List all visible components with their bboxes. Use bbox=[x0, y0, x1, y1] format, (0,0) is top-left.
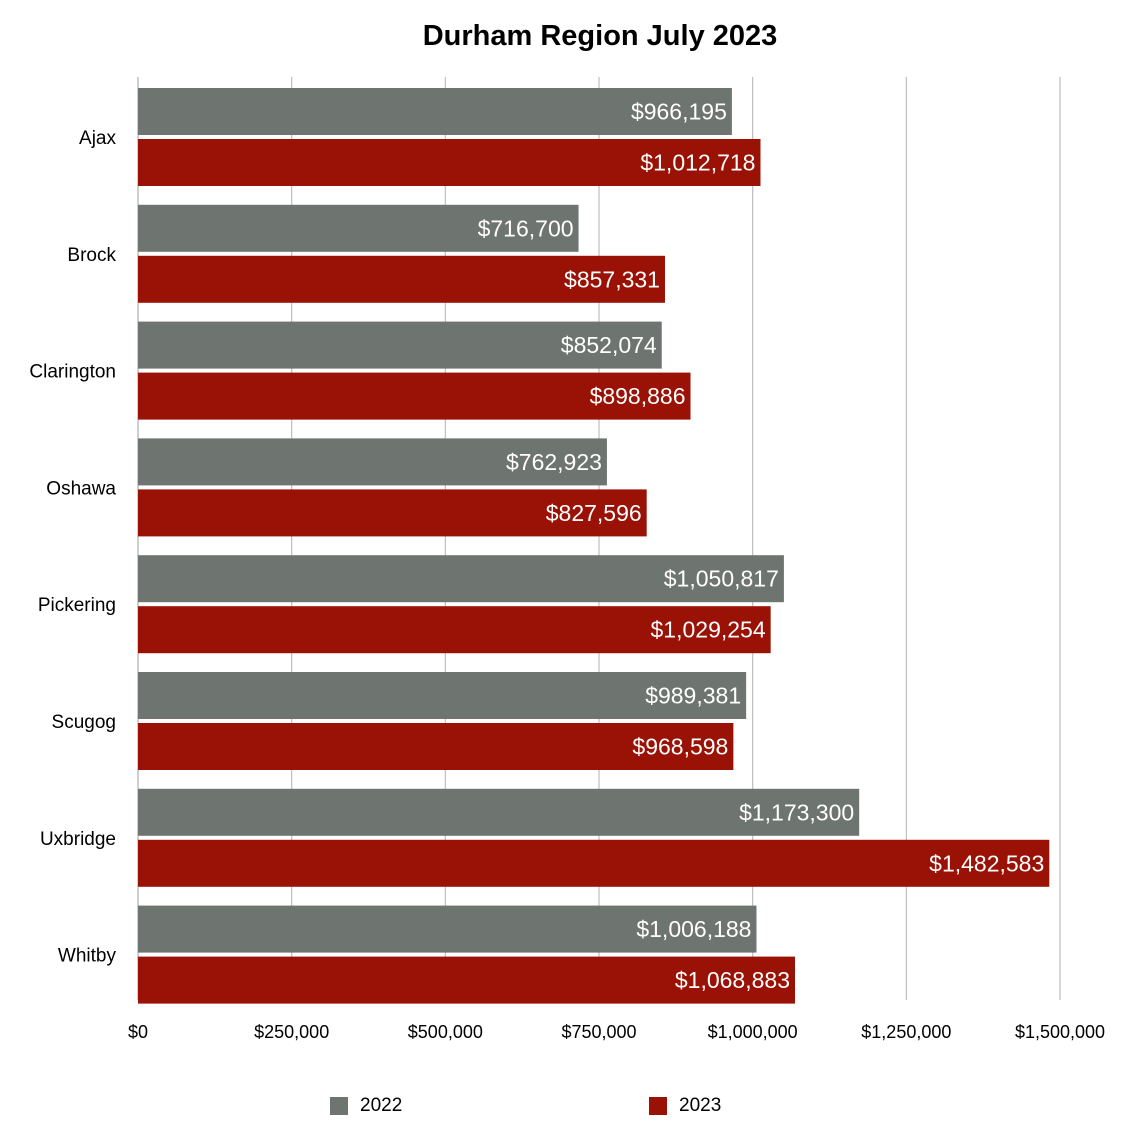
bar-2022 bbox=[138, 555, 784, 603]
bar-2023 bbox=[138, 372, 691, 420]
bar-value-label: $716,700 bbox=[478, 215, 574, 241]
bar-value-label: $762,923 bbox=[506, 449, 602, 475]
bar-value-label: $857,331 bbox=[564, 266, 660, 292]
legend-item-2022: 2022 bbox=[330, 1095, 402, 1117]
bar-value-label: $1,173,300 bbox=[739, 799, 854, 825]
category-label: Ajax bbox=[79, 128, 116, 149]
category-label: Uxbridge bbox=[40, 829, 116, 850]
x-tick-label: $1,250,000 bbox=[861, 1022, 951, 1042]
bar-value-label: $852,074 bbox=[561, 332, 657, 358]
category-label: Brock bbox=[67, 245, 116, 266]
bar-2023 bbox=[138, 255, 665, 303]
bar-2022 bbox=[138, 204, 579, 252]
bar-2022 bbox=[138, 438, 607, 486]
category-label: Whitby bbox=[58, 946, 117, 967]
chart-title: Durham Region July 2023 bbox=[422, 20, 778, 52]
bars bbox=[138, 88, 1050, 1004]
bar-2022 bbox=[138, 88, 732, 135]
category-label: Oshawa bbox=[46, 478, 116, 499]
bar-value-label: $989,381 bbox=[645, 683, 741, 709]
bar-value-label: $1,482,583 bbox=[929, 850, 1044, 876]
category-label: Clarington bbox=[29, 362, 116, 383]
bar-2022 bbox=[138, 788, 860, 836]
bar-value-label: $966,195 bbox=[631, 99, 727, 125]
legend-label-2022: 2022 bbox=[360, 1095, 403, 1116]
bar-value-label: $827,596 bbox=[546, 500, 642, 526]
bar-2023 bbox=[138, 139, 761, 186]
legend-label-2023: 2023 bbox=[679, 1095, 722, 1116]
data-labels: $966,195 $1,012,718 $716,700 $857,331 $852,0… bbox=[478, 99, 1045, 994]
category-label: Pickering bbox=[38, 595, 116, 616]
x-tick-label: $750,000 bbox=[561, 1022, 636, 1042]
bar-value-label: $1,012,718 bbox=[640, 150, 755, 176]
x-tick-label: $250,000 bbox=[254, 1022, 329, 1042]
bar-chart: $966,195 $1,012,718 $716,700 $857,331 $852,0… bbox=[29, 77, 1105, 1042]
bar-2022 bbox=[138, 672, 747, 719]
x-tick-label: $1,500,000 bbox=[1015, 1022, 1105, 1042]
bar-value-label: $898,886 bbox=[590, 383, 686, 409]
bar-2022 bbox=[138, 905, 757, 953]
legend-item-2023: 2023 bbox=[649, 1095, 721, 1117]
x-tick-label: $500,000 bbox=[408, 1022, 483, 1042]
bar-2023 bbox=[138, 489, 647, 537]
bar-2023 bbox=[138, 956, 796, 1004]
x-tick-label: $0 bbox=[128, 1022, 148, 1042]
bar-2023 bbox=[138, 723, 734, 770]
bar-value-label: $968,598 bbox=[632, 734, 728, 760]
bar-value-label: $1,029,254 bbox=[651, 617, 766, 643]
category-labels: Ajax Brock Clarington Oshawa Pickering Scugog… bbox=[29, 128, 116, 967]
bar-2022 bbox=[138, 321, 662, 369]
legend-swatch-2022 bbox=[330, 1097, 348, 1115]
bar-value-label: $1,068,883 bbox=[675, 967, 790, 993]
bar-value-label: $1,050,817 bbox=[664, 566, 779, 592]
category-label: Scugog bbox=[52, 712, 116, 733]
bar-2023 bbox=[138, 839, 1050, 887]
legend-swatch-2023 bbox=[649, 1097, 667, 1115]
x-tick-label: $1,000,000 bbox=[708, 1022, 798, 1042]
x-axis-ticks: $0 $250,000 $500,000 $750,000 $1,000,000 $1,2… bbox=[128, 1022, 1105, 1042]
bar-value-label: $1,006,188 bbox=[636, 916, 751, 942]
bar-2023 bbox=[138, 606, 771, 654]
